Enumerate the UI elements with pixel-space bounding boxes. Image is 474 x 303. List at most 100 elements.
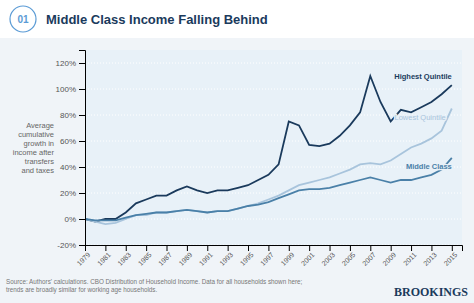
y-tick-label: 100% xyxy=(56,85,76,94)
x-tick-label: 1979 xyxy=(76,251,92,267)
x-tick-label: 2001 xyxy=(300,251,316,267)
x-tick-label: 2013 xyxy=(422,251,438,267)
title: Middle Class Income Falling Behind xyxy=(46,12,268,27)
x-tick-label: 2015 xyxy=(442,251,458,267)
grid xyxy=(85,63,462,245)
y-tick-label: -20% xyxy=(57,241,76,250)
grid-line xyxy=(85,63,462,64)
x-tick: 1989 xyxy=(178,245,194,267)
y-tick-mark xyxy=(79,89,85,90)
x-tick: 1985 xyxy=(137,245,153,267)
y-tick: -20% xyxy=(57,241,85,250)
y-tick: 60% xyxy=(60,137,85,146)
x-tick-mark xyxy=(248,245,249,251)
x-tick-label: 1985 xyxy=(137,251,153,267)
y-axis-title-line: growth in xyxy=(24,139,54,148)
x-tick-mark xyxy=(370,245,371,251)
y-tick-label: 80% xyxy=(60,111,76,120)
y-tick-mark xyxy=(79,115,85,116)
x-tick-mark xyxy=(452,245,453,251)
badge xyxy=(10,6,36,32)
y-axis-title-line: and taxes xyxy=(21,166,54,175)
y-axis-title: Averagecumulativegrowth inincome aftertr… xyxy=(13,121,55,175)
y-axis-line xyxy=(79,51,86,246)
x-tick-mark xyxy=(207,245,208,251)
series-label: Lowest Quintile xyxy=(395,113,446,122)
x-tick-mark xyxy=(146,245,147,251)
x-tick-mark xyxy=(431,245,432,251)
x-tick: 2011 xyxy=(402,245,418,267)
grid-line xyxy=(85,89,462,90)
source: Source: Authors' calculations. CBO Distr… xyxy=(6,278,303,294)
y-tick-mark xyxy=(79,63,85,64)
x-axis: 197919811983 19851987 198919911993 19951997… xyxy=(76,245,463,267)
badge-number: 01 xyxy=(17,14,29,25)
background xyxy=(0,0,474,303)
grid-line xyxy=(85,141,462,142)
x-tick-mark xyxy=(126,245,127,251)
x-tick: 2015 xyxy=(442,245,458,267)
x-tick: 2009 xyxy=(381,245,397,267)
y-tick-label: 60% xyxy=(60,137,76,146)
x-tick-label: 1987 xyxy=(157,251,173,267)
x-tick-label: 1995 xyxy=(239,251,255,267)
y-tick: 100% xyxy=(56,85,85,94)
x-tick: 2001 xyxy=(300,245,316,267)
x-tick-label: 1989 xyxy=(178,251,194,267)
series-line xyxy=(85,109,452,225)
x-tick-label: 2007 xyxy=(361,251,377,267)
y-axis-title-line: Average xyxy=(26,121,54,130)
x-tick-label: 1981 xyxy=(96,251,112,267)
y-tick-label: 0% xyxy=(64,215,76,224)
y-tick: 120% xyxy=(56,59,85,68)
x-tick-label: 2009 xyxy=(381,251,397,267)
x-tick-mark xyxy=(268,245,269,251)
x-tick: 2007 xyxy=(361,245,377,267)
y-tick-label: 120% xyxy=(56,59,76,68)
x-tick-mark xyxy=(330,245,331,251)
y-tick: 40% xyxy=(60,163,85,172)
x-tick: 2005 xyxy=(341,245,357,267)
y-tick-label: 40% xyxy=(60,163,76,172)
x-tick-mark xyxy=(350,245,351,251)
y-tick-mark xyxy=(79,193,85,194)
lines xyxy=(85,76,452,224)
x-tick-label: 2005 xyxy=(341,251,357,267)
x-tick-mark xyxy=(167,245,168,251)
x-tick-label: 2011 xyxy=(402,251,418,267)
y-tick: 20% xyxy=(60,189,85,198)
y-tick-label: 20% xyxy=(60,189,76,198)
x-tick-label: 2003 xyxy=(320,251,336,267)
y-axis-title-line: cumulative xyxy=(18,130,54,139)
x-tick-label: 1991 xyxy=(198,251,214,267)
x-tick-mark xyxy=(105,245,106,251)
x-tick: 1991 xyxy=(198,245,214,267)
series-label: Middle Class xyxy=(406,162,452,171)
x-tick: 2003 xyxy=(320,245,336,267)
x-tick: 1997 xyxy=(259,245,275,267)
x-tick-label: 1993 xyxy=(218,251,234,267)
y-axis: -20% 0% 20% 40% 60% 80% 100% 120% xyxy=(56,51,86,251)
x-tick: 1993 xyxy=(218,245,234,267)
x-tick-label: 1983 xyxy=(116,251,132,267)
series-label: Highest Quintile xyxy=(394,72,452,81)
x-tick-mark xyxy=(309,245,310,251)
x-tick-mark xyxy=(289,245,290,251)
y-tick-mark xyxy=(79,141,85,142)
title-bar xyxy=(0,0,474,38)
x-tick-mark xyxy=(411,245,412,251)
x-tick: 1999 xyxy=(279,245,295,267)
x-tick-mark xyxy=(228,245,229,251)
plot-area xyxy=(85,50,462,245)
y-tick: 80% xyxy=(60,111,85,120)
x-tick: 1981 xyxy=(96,245,112,267)
branding: BROOKINGS xyxy=(394,285,468,299)
x-tick-label: 1999 xyxy=(279,251,295,267)
series-line xyxy=(85,158,452,220)
x-axis-line xyxy=(86,246,463,252)
y-axis-title-line: transfers xyxy=(25,157,54,166)
source-line: trends are broadly similar for working a… xyxy=(6,286,157,294)
x-tick: 1979 xyxy=(76,245,92,267)
x-tick: 1995 xyxy=(239,245,255,267)
x-tick-label: 1997 xyxy=(259,251,275,267)
